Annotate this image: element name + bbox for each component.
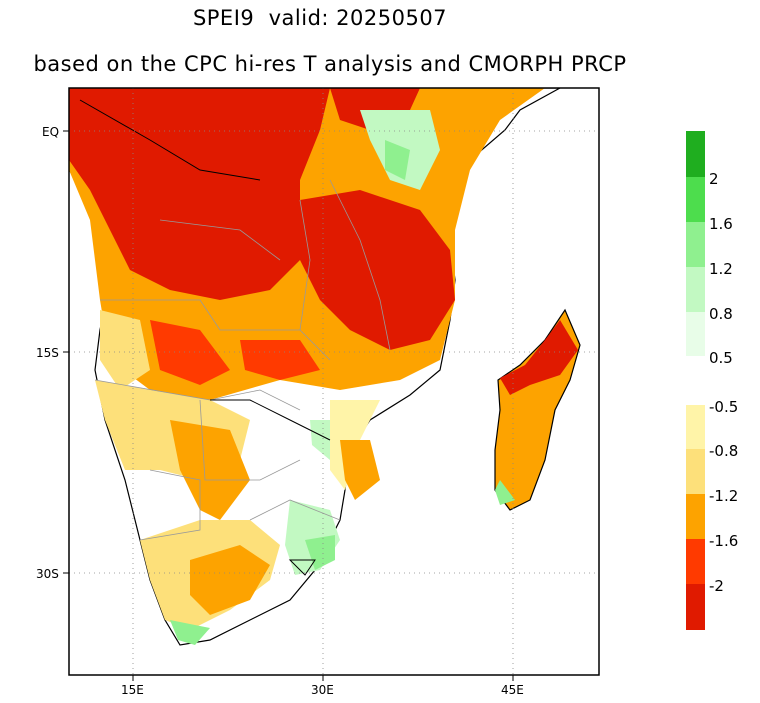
- x-tick-label: 45E: [501, 683, 524, 697]
- colorbar-swatch: [686, 539, 705, 584]
- colorbar-label: -2: [709, 577, 724, 595]
- colorbar-swatch: [686, 131, 705, 177]
- colorbar-swatch: [686, 449, 705, 494]
- map-frame: [68, 87, 600, 676]
- colorbar-swatch: [686, 267, 705, 312]
- major-borders: [79, 99, 331, 576]
- y-axis: EQ 15S 30S: [36, 125, 69, 581]
- colorbar-label: 1.6: [709, 215, 733, 233]
- colorbar-label: 2: [709, 170, 719, 188]
- colorbar-swatch: [686, 177, 705, 222]
- x-axis: 15E 30E 45E: [121, 675, 524, 697]
- colorbar-swatch: [686, 405, 705, 449]
- colorbar-swatch: [686, 494, 705, 539]
- colorbar-negative: -0.5 -0.8 -1.2 -1.6 -2: [686, 398, 738, 630]
- colorbar-label: 1.2: [709, 260, 733, 278]
- colorbar-swatch: [686, 222, 705, 267]
- x-tick-label: 30E: [311, 683, 334, 697]
- madagascar: [494, 308, 581, 511]
- colorbar-label: 0.8: [709, 305, 733, 323]
- colorbar-swatch: [686, 312, 705, 356]
- colorbar-label: -0.5: [709, 398, 738, 416]
- map-grid: [69, 88, 599, 675]
- map-area: [69, 88, 599, 675]
- colorbar-label: -0.8: [709, 442, 738, 460]
- colorbar-positive: 2 1.6 1.2 0.8 0.5: [686, 131, 733, 367]
- map-title: SPEI9 valid: 20250507: [192, 6, 448, 30]
- y-tick-label: 30S: [36, 567, 59, 581]
- y-tick-label: 15S: [36, 346, 59, 360]
- colorbar-label: -1.2: [709, 487, 738, 505]
- x-tick-label: 15E: [121, 683, 144, 697]
- colorbar-label: -1.6: [709, 532, 738, 550]
- colorbar-swatch: [686, 584, 705, 630]
- colorbar-label: 0.5: [709, 349, 733, 367]
- y-tick-label: EQ: [42, 125, 59, 139]
- map-subtitle: based on the CPC hi-res T analysis and C…: [33, 52, 627, 76]
